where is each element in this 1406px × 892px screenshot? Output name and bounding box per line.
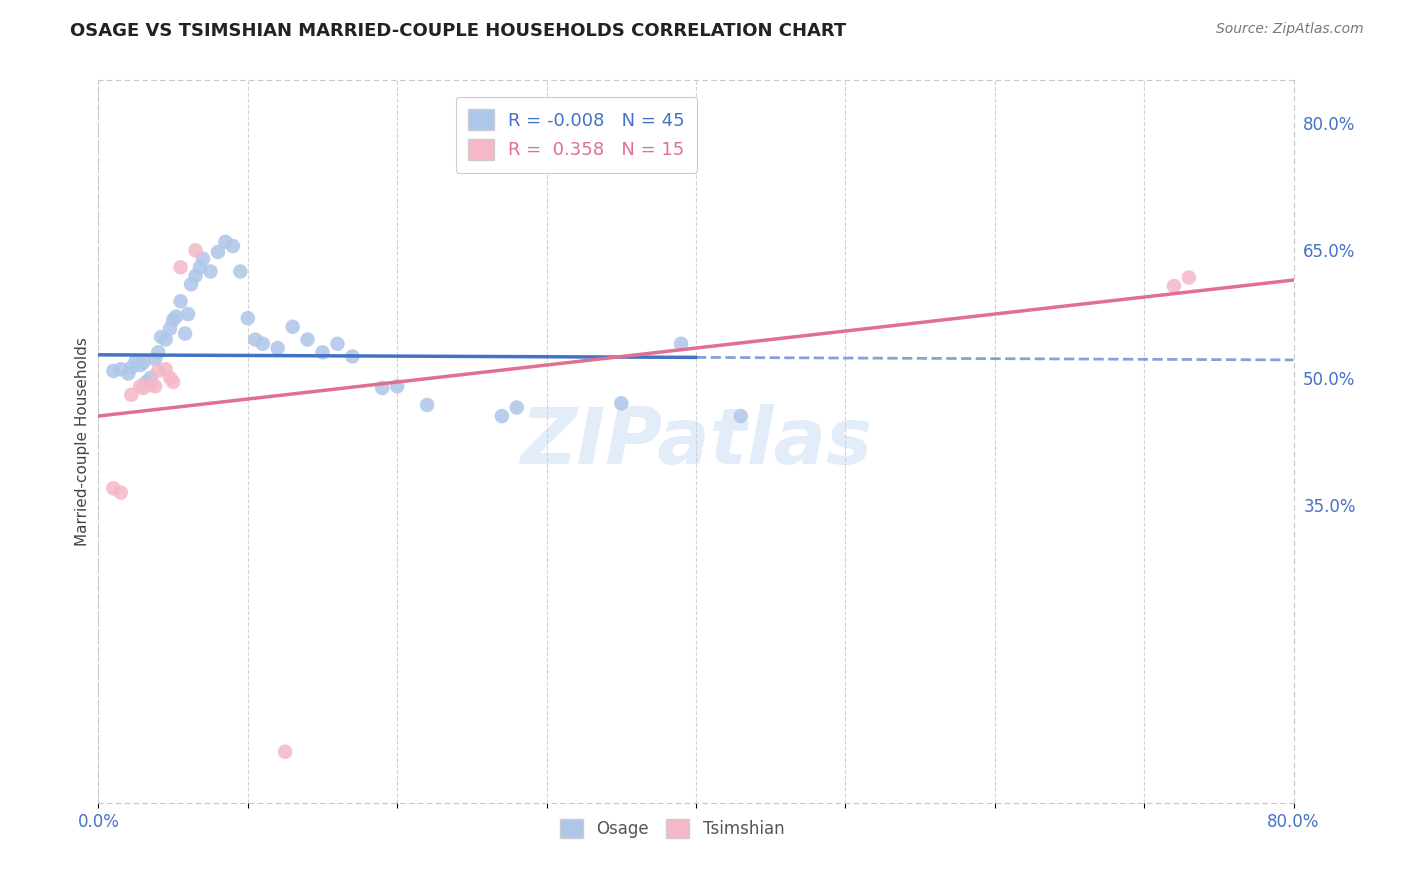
Point — [139, 377, 162, 392]
Point — [110, 362, 132, 376]
Point — [267, 341, 290, 355]
Point — [148, 364, 170, 378]
Point — [103, 481, 125, 495]
Point — [162, 313, 184, 327]
Legend: Osage, Tsimshian: Osage, Tsimshian — [554, 813, 790, 845]
Point — [281, 319, 304, 334]
Point — [297, 333, 319, 347]
Point — [416, 398, 439, 412]
Point — [155, 362, 177, 376]
Point — [491, 409, 513, 423]
Point — [177, 307, 200, 321]
Point — [326, 336, 349, 351]
Point — [214, 235, 236, 249]
Point — [103, 364, 125, 378]
Point — [129, 358, 152, 372]
Point — [207, 244, 229, 259]
Point — [120, 388, 142, 402]
Point — [159, 371, 181, 385]
Point — [184, 268, 207, 283]
Point — [669, 336, 692, 351]
Point — [148, 345, 170, 359]
Point — [132, 381, 155, 395]
Point — [174, 326, 197, 341]
Point — [162, 375, 184, 389]
Point — [155, 333, 177, 347]
Point — [371, 381, 394, 395]
Point — [1163, 279, 1185, 293]
Point — [236, 311, 259, 326]
Point — [125, 353, 148, 368]
Point — [252, 336, 274, 351]
Point — [274, 745, 297, 759]
Point — [150, 330, 173, 344]
Point — [129, 379, 152, 393]
Text: Source: ZipAtlas.com: Source: ZipAtlas.com — [1216, 22, 1364, 37]
Y-axis label: Married-couple Households: Married-couple Households — [75, 337, 90, 546]
Point — [245, 333, 267, 347]
Point — [159, 321, 181, 335]
Point — [143, 379, 166, 393]
Point — [200, 264, 222, 278]
Point — [730, 409, 752, 423]
Point — [169, 294, 191, 309]
Point — [120, 360, 142, 375]
Point — [222, 239, 245, 253]
Point — [610, 396, 633, 410]
Point — [139, 371, 162, 385]
Point — [135, 375, 157, 389]
Point — [342, 350, 364, 364]
Point — [110, 485, 132, 500]
Point — [132, 355, 155, 369]
Point — [229, 264, 252, 278]
Point — [385, 379, 409, 393]
Point — [191, 252, 214, 266]
Point — [180, 277, 202, 292]
Point — [188, 260, 211, 275]
Point — [165, 310, 187, 324]
Point — [117, 367, 139, 381]
Point — [506, 401, 529, 415]
Text: ZIPatlas: ZIPatlas — [520, 403, 872, 480]
Point — [311, 345, 333, 359]
Point — [169, 260, 191, 275]
Point — [184, 244, 207, 258]
Point — [1178, 270, 1201, 285]
Point — [143, 352, 166, 367]
Text: OSAGE VS TSIMSHIAN MARRIED-COUPLE HOUSEHOLDS CORRELATION CHART: OSAGE VS TSIMSHIAN MARRIED-COUPLE HOUSEH… — [70, 22, 846, 40]
